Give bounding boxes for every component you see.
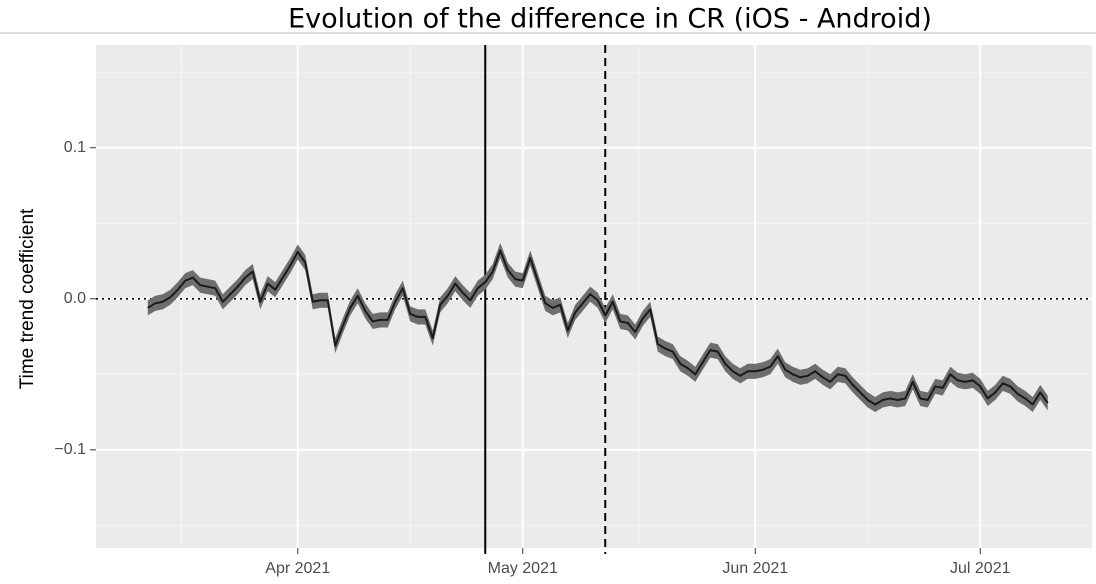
trend-line	[147, 249, 1049, 406]
y-tick-label: 0.1	[64, 139, 86, 156]
confidence-band	[147, 242, 1048, 413]
x-tick-label: Apr 2021	[265, 560, 330, 577]
y-tick-label: −0.1	[54, 441, 86, 458]
x-tick-label: May 2021	[488, 560, 558, 577]
y-tick-label: 0.0	[64, 290, 86, 307]
chart-title: Evolution of the difference in CR (iOS -…	[288, 4, 932, 35]
x-tick-label: Jun 2021	[722, 560, 788, 577]
x-tick-label: Jul 2021	[950, 560, 1011, 577]
y-axis-label: Time trend coefficient	[17, 208, 38, 389]
